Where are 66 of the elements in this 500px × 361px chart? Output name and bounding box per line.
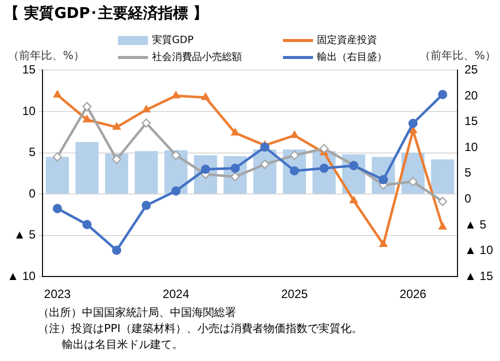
bar	[46, 156, 69, 194]
point	[171, 186, 181, 196]
point	[201, 92, 210, 100]
y2-tick-label: 20	[464, 88, 478, 102]
point	[112, 246, 122, 255]
y2-tick-label: ▲ 15	[464, 268, 494, 283]
y-axis-title: （前年比、%）	[8, 48, 84, 63]
point	[231, 128, 240, 136]
point	[142, 200, 151, 210]
legend-label: 固定資産投資	[317, 34, 377, 47]
point	[171, 150, 181, 160]
point	[438, 90, 448, 100]
point	[82, 115, 92, 122]
point	[290, 166, 300, 176]
point	[438, 222, 447, 230]
bar	[134, 151, 158, 194]
legend-label: 社会消費品小売総額	[152, 50, 242, 64]
y2-tick-label: 5	[464, 166, 472, 180]
legend-label: 実質GDP	[152, 34, 194, 47]
y2-axis-title: （前年比、%）	[420, 48, 496, 63]
point	[112, 154, 122, 164]
point	[408, 177, 418, 186]
x-tick-label: 2024	[162, 287, 190, 302]
point	[350, 196, 358, 204]
text: （出所）中国国家統計局、中国海関総署	[38, 305, 237, 321]
point	[172, 91, 180, 98]
point	[82, 102, 92, 112]
y2-tick-label: 15	[464, 114, 478, 128]
y-tick-label: 15	[22, 62, 36, 77]
point	[52, 152, 62, 162]
point	[260, 142, 270, 152]
chart-title: 【 実質GDP･主要経済指標 】	[4, 4, 208, 23]
text: （注）投資はPPI（建築材料）、小売は消費者物価指数で実質化。	[38, 321, 363, 337]
bar	[75, 142, 99, 194]
point	[260, 160, 270, 169]
y2-tick-label: 25	[464, 62, 478, 77]
point	[52, 204, 62, 214]
y-tick-label: 0	[28, 186, 36, 200]
point	[438, 196, 448, 206]
point	[53, 90, 62, 98]
bar	[105, 154, 128, 194]
point	[319, 144, 329, 154]
bar	[431, 159, 454, 194]
legend-label: 輸出（右目盛）	[317, 50, 387, 64]
y-tick-label: 10	[22, 104, 36, 118]
y2-tick-label: ▲ 10	[464, 243, 494, 258]
y2-tick-label: 10	[464, 140, 478, 154]
y-tick-label: ▲ 5	[14, 228, 36, 242]
point	[319, 164, 329, 173]
point	[142, 118, 151, 128]
x-tick-label: 2025	[281, 287, 308, 302]
point	[290, 150, 300, 160]
point	[379, 240, 388, 247]
point	[230, 164, 240, 173]
point	[142, 105, 150, 112]
y2-tick-label: 0	[464, 192, 472, 206]
point	[112, 122, 121, 130]
y-tick-label: 5	[28, 145, 36, 160]
point	[290, 130, 299, 138]
x-tick-label: 2023	[44, 287, 72, 302]
y-tick-label: ▲ 10	[6, 268, 36, 283]
text: 輸出は名目米ドル建て。	[61, 337, 184, 353]
point	[82, 220, 92, 230]
x-tick-label: 2026	[400, 287, 427, 302]
point	[408, 118, 418, 128]
y2-tick-label: ▲ 5	[464, 217, 487, 232]
